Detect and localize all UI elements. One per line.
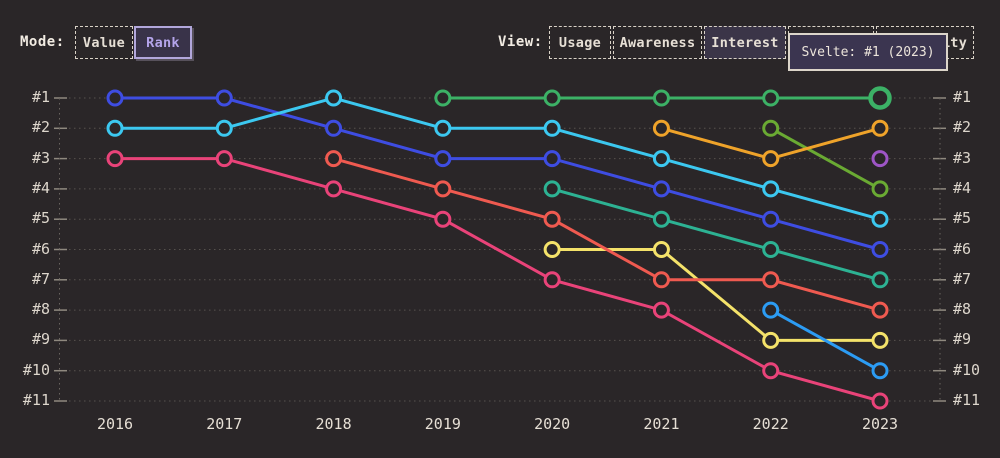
x-axis-label: 2023 (861, 415, 899, 433)
y-axis-label-right: #3 (953, 148, 972, 167)
data-point-series-orange[interactable] (652, 119, 670, 137)
chart-tooltip: Svelte: #1 (2023) (788, 33, 948, 71)
data-point-series-yellow[interactable] (762, 331, 780, 349)
data-point-series-pink[interactable] (434, 210, 452, 228)
series-line-series-red (333, 157, 881, 312)
view-button-interest[interactable]: Interest (704, 26, 786, 59)
data-point-Svelte[interactable] (543, 89, 561, 107)
view-label: View: (498, 34, 543, 50)
data-point-series-blue[interactable] (543, 150, 561, 168)
series-line-series-lime (769, 126, 881, 191)
data-point-series-yellow[interactable] (652, 241, 670, 258)
data-point-series-cyan[interactable] (325, 89, 343, 107)
data-point-series-blue[interactable] (325, 119, 343, 137)
data-point-series-cyan[interactable] (434, 119, 452, 137)
data-point-series-red[interactable] (762, 271, 780, 289)
y-axis-label-left: #2 (31, 118, 50, 137)
x-axis-label: 2017 (206, 415, 243, 433)
data-point-series-blue[interactable] (215, 89, 233, 107)
data-point-series-yellow[interactable] (871, 331, 889, 349)
y-axis-label-right: #4 (953, 178, 972, 197)
x-axis-label: 2018 (315, 415, 352, 433)
data-point-series-cyan[interactable] (215, 119, 233, 137)
series-line-series-cyan (115, 96, 881, 221)
data-point-series-cyan[interactable] (652, 150, 670, 168)
data-point-series-pink[interactable] (762, 362, 780, 380)
x-axis-label: 2021 (643, 415, 680, 433)
tooltip-text: Svelte: #1 (2023) (801, 44, 935, 60)
data-point-series-blue[interactable] (434, 150, 452, 168)
data-point-series-teal[interactable] (543, 180, 561, 198)
view-button-usage[interactable]: Usage (549, 26, 611, 59)
mode-button-value[interactable]: Value (75, 26, 133, 59)
data-point-series-pink[interactable] (543, 271, 561, 289)
data-point-series-orange[interactable] (762, 150, 780, 168)
series-line-series-teal (551, 187, 881, 282)
data-point-series-cyan[interactable] (106, 119, 124, 137)
data-point-series-pink[interactable] (325, 180, 343, 198)
data-point-series-purple[interactable] (871, 150, 889, 168)
data-point-series-teal[interactable] (762, 241, 780, 258)
data-point-series-cyan[interactable] (762, 180, 780, 198)
y-axis-label-right: #2 (953, 118, 972, 137)
y-axis-label-left: #8 (31, 300, 50, 319)
series-line-series-pink (115, 157, 881, 403)
y-axis-label-right: #10 (953, 360, 981, 379)
mode-label: Mode: (20, 34, 65, 50)
data-point-series-red[interactable] (325, 150, 343, 168)
data-point-series-lime[interactable] (762, 119, 780, 137)
y-axis-label-left: #6 (31, 239, 50, 258)
data-point-series-sky[interactable] (762, 301, 780, 319)
y-axis-label-right: #8 (953, 300, 972, 319)
data-point-series-pink[interactable] (215, 150, 233, 168)
y-axis-label-left: #9 (31, 330, 50, 349)
mode-button-rank[interactable]: Rank (134, 26, 192, 59)
data-point-Svelte[interactable] (762, 89, 780, 107)
data-point-series-pink[interactable] (871, 392, 889, 410)
data-point-series-pink[interactable] (106, 150, 124, 168)
data-point-Svelte[interactable] (434, 89, 452, 107)
y-axis-label-left: #7 (31, 269, 50, 288)
x-axis-label: 2019 (424, 415, 461, 433)
x-axis-label: 2022 (752, 415, 789, 433)
y-axis-label-left: #10 (22, 360, 50, 379)
data-point-series-blue[interactable] (652, 180, 670, 198)
y-axis-label-right: #11 (953, 391, 981, 409)
y-axis-label-left: #5 (31, 209, 50, 228)
y-axis-label-left: #11 (22, 391, 50, 409)
y-axis-label-right: #6 (953, 239, 972, 258)
y-axis-label-left: #1 (31, 88, 50, 106)
data-point-series-cyan[interactable] (871, 210, 889, 228)
data-point-series-sky[interactable] (871, 362, 889, 380)
y-axis-label-left: #4 (31, 178, 50, 197)
data-point-series-red[interactable] (871, 301, 889, 319)
y-axis-label-right: #9 (953, 330, 972, 349)
y-axis-label-right: #7 (953, 269, 972, 288)
data-point-series-blue[interactable] (871, 241, 889, 258)
data-point-series-blue[interactable] (106, 89, 124, 107)
data-point-series-orange[interactable] (871, 119, 889, 137)
data-point-series-red[interactable] (652, 271, 670, 289)
data-point-Svelte[interactable] (652, 89, 670, 107)
x-axis-label: 2016 (96, 415, 134, 433)
data-point-series-cyan[interactable] (543, 119, 561, 137)
data-point-highlighted-Svelte[interactable] (868, 86, 892, 110)
y-axis-label-right: #1 (953, 88, 972, 106)
y-axis-label-left: #3 (31, 148, 50, 167)
data-point-series-teal[interactable] (652, 210, 670, 228)
data-point-series-teal[interactable] (871, 271, 889, 289)
x-axis-label: 2020 (534, 415, 571, 433)
series-line-series-blue (115, 96, 881, 251)
series-line-series-sky (769, 308, 881, 373)
data-point-series-yellow[interactable] (543, 241, 561, 258)
data-point-series-blue[interactable] (762, 210, 780, 228)
data-point-series-red[interactable] (434, 180, 452, 198)
data-point-series-red[interactable] (543, 210, 561, 228)
data-point-series-pink[interactable] (652, 301, 670, 319)
data-point-series-lime[interactable] (871, 180, 889, 198)
y-axis-label-right: #5 (953, 209, 972, 228)
view-button-awareness[interactable]: Awareness (613, 26, 702, 59)
